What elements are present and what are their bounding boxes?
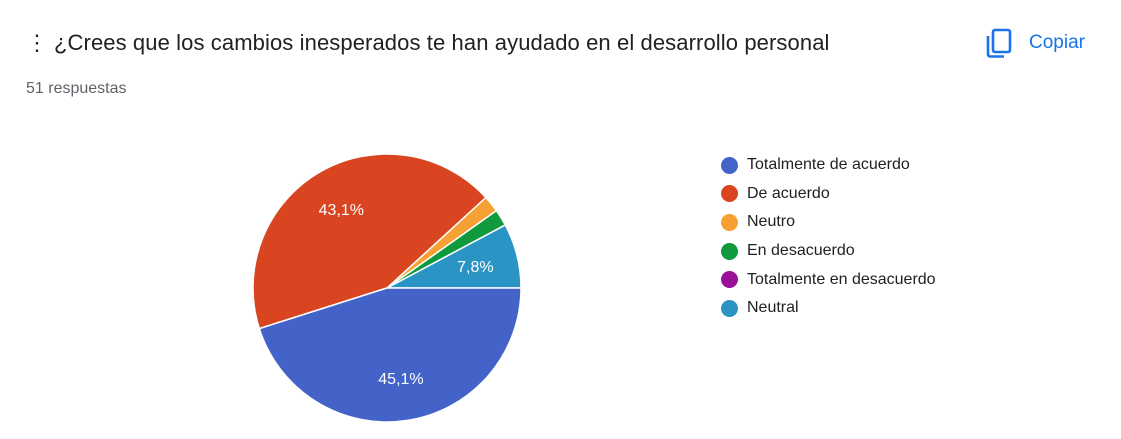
legend-label: En desacuerdo — [747, 242, 855, 260]
drag-handle-icon[interactable]: ⋮ — [26, 30, 48, 55]
slice-label-de-acuerdo: 43,1% — [319, 202, 364, 219]
legend-item-neutro[interactable]: Neutro — [721, 208, 936, 237]
legend-item-totalmente-en-desacuerdo[interactable]: Totalmente en desacuerdo — [721, 265, 936, 294]
copy-icon — [986, 28, 1012, 58]
legend-label: Neutro — [747, 213, 796, 231]
question-title: ¿Crees que los cambios inesperados te ha… — [54, 30, 830, 55]
copy-label: Copiar — [1029, 32, 1085, 53]
legend-swatch — [721, 185, 738, 203]
legend-swatch — [721, 299, 738, 317]
copy-button[interactable]: Copiar — [986, 28, 1085, 58]
slice-label-neutral: 7,8% — [457, 259, 493, 276]
slice-label-totalmente-de-acuerdo: 45,1% — [378, 371, 423, 388]
pie-slice-totalmente-de-acuerdo[interactable] — [258, 287, 522, 423]
response-count: 51 respuestas — [26, 80, 127, 97]
legend-swatch — [721, 213, 738, 231]
legend-swatch — [721, 271, 738, 289]
legend-label: Neutral — [747, 299, 799, 317]
legend-item-totalmente-de-acuerdo[interactable]: Totalmente de acuerdo — [721, 151, 936, 180]
legend-item-neutral[interactable]: Neutral — [721, 294, 936, 323]
legend-swatch — [721, 242, 738, 260]
pie-slice-de-acuerdo[interactable] — [252, 153, 487, 330]
question-header: ⋮ ¿Crees que los cambios inesperados te … — [26, 30, 830, 56]
legend-swatch — [721, 156, 738, 174]
legend-item-en-desacuerdo[interactable]: En desacuerdo — [721, 237, 936, 266]
legend-label: Totalmente en desacuerdo — [747, 270, 936, 288]
chart-legend: Totalmente de acuerdo De acuerdo Neutro En … — [721, 151, 936, 323]
legend-item-de-acuerdo[interactable]: De acuerdo — [721, 180, 936, 209]
legend-label: Totalmente de acuerdo — [747, 156, 910, 174]
legend-label: De acuerdo — [747, 184, 830, 202]
